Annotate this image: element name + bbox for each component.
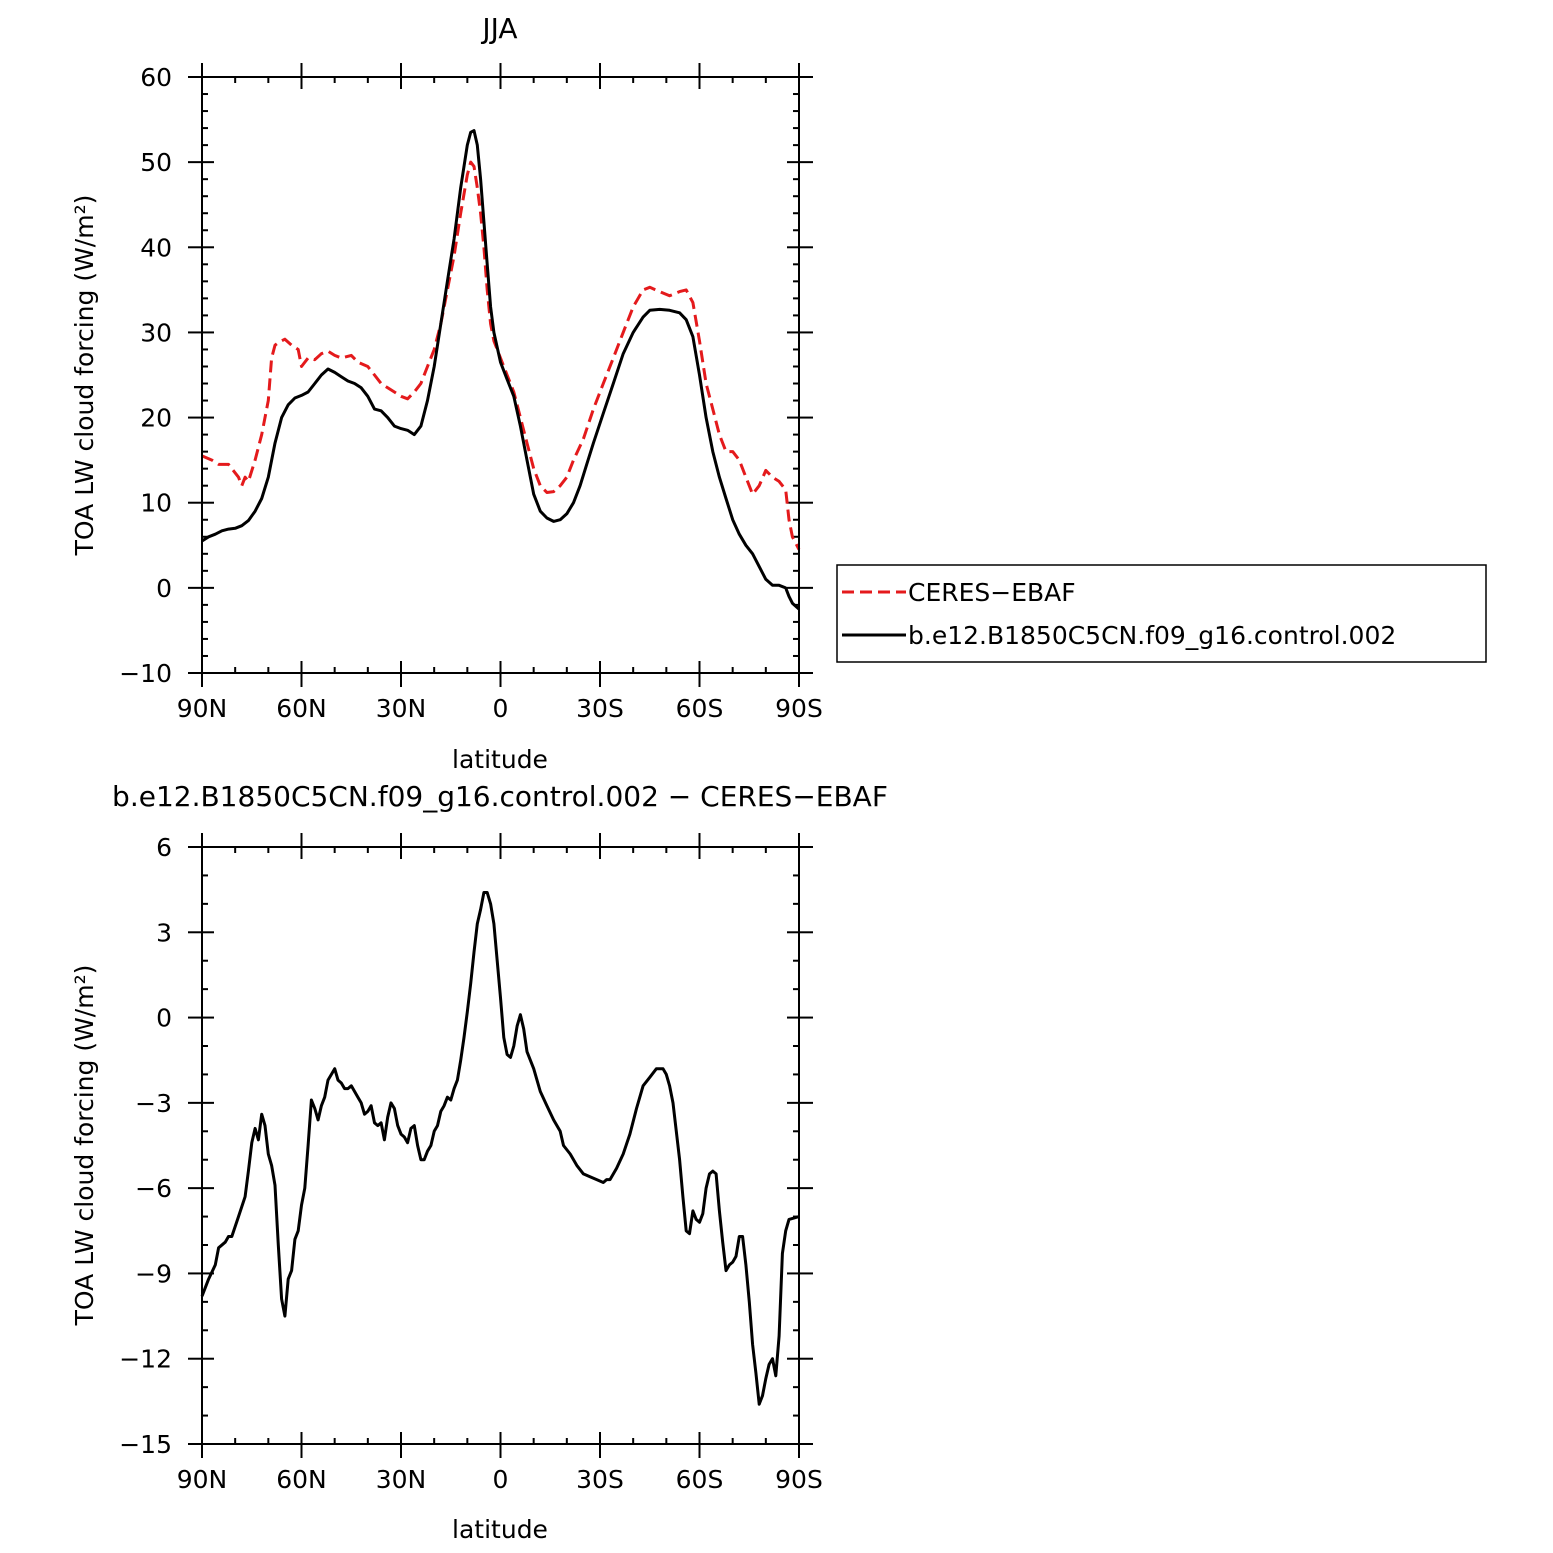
bottom-y-tick-label: −6 [135, 1174, 172, 1203]
bottom-chart-series [200, 891, 800, 1406]
bottom-x-tick-label: 30S [576, 1465, 624, 1494]
top-series-line-0 [201, 160, 801, 551]
top-x-tick-label: 90N [177, 694, 228, 723]
top-y-tick-label: 30 [140, 318, 172, 347]
bottom-x-axis-label: latitude [452, 1515, 548, 1544]
bottom-x-tick-labels: 90N 60N 30N 0 30S 60S 90S [177, 1465, 823, 1494]
bottom-chart-title: b.e12.B1850C5CN.f09_g16.control.002 − CE… [112, 780, 888, 813]
top-x-tick-label: 30S [576, 694, 624, 723]
bottom-series-line-0 [200, 891, 800, 1406]
top-x-axis-label: latitude [452, 745, 548, 774]
top-chart-series [201, 129, 801, 611]
bottom-y-tick-label: −3 [135, 1089, 172, 1118]
bottom-y-tick-label: 0 [156, 1004, 172, 1033]
bottom-y-tick-label: 3 [156, 918, 172, 947]
legend-label-ceres: CERES−EBAF [908, 578, 1076, 607]
top-series-line-1 [201, 129, 800, 611]
top-y-tick-label: 0 [156, 574, 172, 603]
top-y-axis-label: TOA LW cloud forcing (W/m²) [70, 195, 99, 557]
top-y-tick-label: 60 [140, 63, 172, 92]
bottom-x-tick-label: 0 [493, 1465, 509, 1494]
top-y-tick-label: 40 [140, 233, 172, 262]
bottom-x-tick-label: 90N [177, 1465, 228, 1494]
bottom-y-tick-label: −9 [135, 1259, 172, 1288]
top-x-tick-labels: 90N 60N 30N 0 30S 60S 90S [177, 694, 823, 723]
top-y-tick-label: −10 [119, 659, 172, 688]
bottom-x-tick-label: 90S [775, 1465, 823, 1494]
bottom-y-axis-label: TOA LW cloud forcing (W/m²) [70, 965, 99, 1327]
bottom-y-tick-label: −15 [119, 1430, 172, 1459]
bottom-y-tick-label: −12 [119, 1345, 172, 1374]
top-y-tick-label: 20 [140, 404, 172, 433]
bottom-x-tick-label: 60S [676, 1465, 724, 1494]
top-chart-title: JJA [480, 12, 517, 45]
top-y-tick-label: 10 [140, 489, 172, 518]
top-x-tick-label: 60N [276, 694, 327, 723]
top-plot-frame [201, 76, 800, 674]
top-x-tick-label: 0 [493, 694, 509, 723]
top-x-tick-label: 30N [376, 694, 427, 723]
bottom-y-tick-label: 6 [156, 833, 172, 862]
top-x-tick-label: 90S [775, 694, 823, 723]
top-y-tick-labels: −10 0 10 20 30 40 50 60 [119, 63, 172, 688]
legend: CERES−EBAF b.e12.B1850C5CN.f09_g16.contr… [836, 564, 1487, 663]
bottom-plot-frame [201, 846, 800, 1445]
top-y-tick-label: 50 [140, 148, 172, 177]
bottom-chart-panel: b.e12.B1850C5CN.f09_g16.control.002 − CE… [70, 780, 888, 1544]
bottom-y-tick-labels: −15 −12 −9 −6 −3 0 3 6 [119, 833, 172, 1459]
bottom-chart-ticks [188, 833, 813, 1458]
legend-box [836, 564, 1487, 663]
top-x-tick-label: 60S [676, 694, 724, 723]
top-chart-ticks [188, 63, 813, 687]
bottom-x-tick-label: 30N [376, 1465, 427, 1494]
legend-label-model: b.e12.B1850C5CN.f09_g16.control.002 [908, 621, 1396, 650]
top-chart-panel: JJA 90N 60N 30N 0 30S 60S 90S −10 0 10 20 30 40 50 60… [70, 12, 1487, 774]
bottom-x-tick-label: 60N [276, 1465, 327, 1494]
